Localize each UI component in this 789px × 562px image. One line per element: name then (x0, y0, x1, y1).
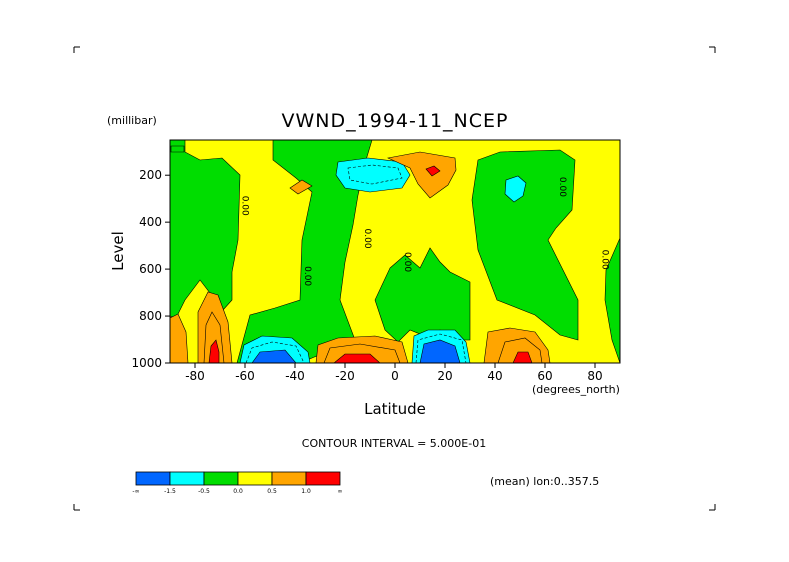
colorbar-tick-label: -1.5 (164, 488, 176, 495)
colorbar-tick-label: 1.0 (301, 488, 311, 495)
x-tick-label: -80 (185, 369, 205, 383)
region-blue-sh-surface (251, 349, 297, 363)
contour-labels: 0.00 0.00 0.00 0.00 0.00 0.00 (240, 177, 610, 287)
x-units-label: (degrees_north) (532, 383, 620, 396)
y-tick-label: 400 (139, 215, 162, 229)
contour-nh-surface-inner (497, 337, 543, 363)
x-tick-label: -60 (235, 369, 255, 383)
mean-subtitle: (mean) lon:0..357.5 (490, 475, 599, 488)
contour-label: 0.00 (557, 177, 567, 197)
x-tick-label: -20 (335, 369, 355, 383)
y-tick-label: 600 (139, 262, 162, 276)
contour-dashed-upper-south (347, 164, 403, 185)
x-tick-label: 20 (437, 369, 452, 383)
region-orange-sh-surface-2 (197, 291, 233, 363)
contour-label: 0.00 (402, 252, 412, 272)
colorbar-tick-label: -0.5 (198, 488, 210, 495)
colorbar: -∞ -1.5 -0.5 0.0 0.5 1.0 ∞ (132, 471, 343, 495)
colorbar-swatch (203, 471, 239, 486)
region-orange-upper-max (387, 151, 457, 199)
y-tick-label: 1000 (131, 356, 162, 370)
region-cyan-upper-north (504, 175, 527, 203)
region-blue-nh-surface (419, 339, 461, 363)
y-tick-label: 200 (139, 168, 162, 182)
region-red-upper-max (425, 165, 441, 177)
contour-label: 0.00 (600, 250, 610, 270)
colorbar-swatch (237, 471, 273, 486)
contour-subtrop-inner (323, 343, 401, 363)
contour-label: 0.00 (302, 266, 312, 286)
contour-sh-surface-inner (203, 311, 225, 363)
colorbar-tick-label: 0.5 (267, 488, 277, 495)
x-tick-label: 60 (537, 369, 552, 383)
colorbar-swatch (169, 471, 205, 486)
x-tick-label: 0 (391, 369, 399, 383)
crop-marks (73, 46, 716, 511)
chart-title: VWND_1994-11_NCEP (282, 110, 509, 132)
colorbar-tick-label: ∞ (338, 488, 343, 495)
x-tick-label: -40 (285, 369, 305, 383)
region-green-north (471, 149, 579, 341)
region-cyan-upper-south (335, 157, 411, 193)
x-axis-title: Latitude (364, 400, 426, 418)
region-orange-sh-surface-1 (170, 313, 189, 363)
contour-dashed-sh-surface (245, 341, 305, 363)
colorbar-tick-label: -∞ (132, 488, 139, 495)
colorbar-swatch (135, 471, 171, 486)
region-green-small-top (170, 145, 185, 153)
y-tick-label: 800 (139, 309, 162, 323)
region-red-subtrop-surface (333, 353, 381, 363)
contour-field (170, 140, 620, 363)
region-red-sh-surface (208, 339, 220, 363)
colorbar-swatch (271, 471, 307, 486)
region-green-east-edge (604, 237, 620, 363)
contour-interval-note: CONTOUR INTERVAL = 5.000E-01 (302, 437, 486, 450)
y-units-label: (millibar) (107, 114, 157, 127)
region-green-south (170, 140, 241, 319)
contour-label: 0.00 (240, 196, 250, 216)
x-axis: -80 -60 -40 -20 0 20 40 60 80 (185, 363, 603, 383)
region-red-nh-surface (512, 351, 533, 363)
region-orange-subtrop-surface (315, 335, 409, 363)
contour-dashed-nh-surface (415, 333, 467, 363)
x-tick-label: 80 (587, 369, 602, 383)
colorbar-swatch (305, 471, 341, 486)
y-axis: 200 400 600 800 1000 (131, 168, 170, 370)
y-axis-title: Level (109, 231, 127, 271)
contour-label: 0.00 (362, 229, 372, 249)
x-tick-label: 40 (487, 369, 502, 383)
region-orange-small-south (289, 179, 313, 195)
colorbar-tick-label: 0.0 (233, 488, 243, 495)
region-orange-nh-surface (483, 327, 551, 363)
